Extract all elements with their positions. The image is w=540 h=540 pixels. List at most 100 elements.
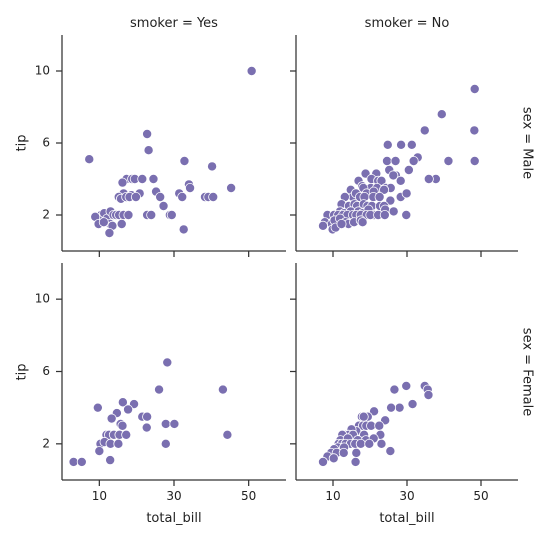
- data-point: [179, 155, 190, 166]
- data-point: [389, 384, 400, 395]
- data-point: [374, 191, 385, 202]
- panel-r0-c1: [290, 35, 518, 257]
- data-point: [355, 438, 366, 449]
- data-point: [408, 155, 419, 166]
- data-point: [376, 438, 387, 449]
- data-point: [117, 420, 128, 431]
- data-point: [166, 209, 177, 220]
- data-point: [207, 161, 218, 172]
- data-point: [162, 357, 173, 368]
- row-title-sex-male: sex = Male: [520, 107, 535, 179]
- data-point: [92, 402, 103, 413]
- data-point: [123, 404, 134, 415]
- x-axis-label-right: total_bill: [379, 511, 434, 526]
- data-point: [185, 182, 196, 193]
- data-point: [160, 438, 171, 449]
- data-point: [338, 447, 349, 458]
- data-point: [364, 438, 375, 449]
- data-point: [113, 438, 124, 449]
- data-point: [222, 429, 233, 440]
- data-point: [217, 384, 228, 395]
- data-point: [116, 218, 127, 229]
- data-point: [374, 420, 385, 431]
- x-tick-label: 50: [241, 489, 256, 503]
- data-point: [369, 406, 380, 417]
- data-point: [388, 206, 399, 217]
- data-point: [94, 446, 105, 457]
- data-point: [396, 139, 407, 150]
- data-point: [76, 456, 87, 467]
- data-point: [130, 191, 141, 202]
- x-tick-label: 10: [92, 489, 107, 503]
- data-point: [328, 453, 339, 464]
- data-point: [121, 429, 132, 440]
- x-tick-label: 50: [473, 489, 488, 503]
- data-point: [401, 380, 412, 391]
- data-point: [388, 170, 399, 181]
- data-point: [358, 411, 369, 422]
- data-point: [385, 195, 396, 206]
- panel-r1-c1: 10 30 50: [290, 263, 518, 503]
- panel-r0-c0: 2 6 10: [35, 35, 286, 257]
- data-point: [208, 191, 219, 202]
- data-point: [105, 455, 116, 466]
- data-point: [350, 456, 361, 467]
- data-point: [146, 209, 157, 220]
- data-point: [160, 418, 171, 429]
- data-point: [154, 384, 165, 395]
- data-point: [137, 173, 148, 184]
- data-point: [318, 456, 329, 467]
- y-tick-label: 10: [35, 64, 50, 78]
- row-title-sex-female: sex = Female: [520, 328, 535, 416]
- data-point: [469, 125, 480, 136]
- data-point: [178, 224, 189, 235]
- data-point: [382, 139, 393, 150]
- panel-r1-c0: 2 6 10 10 30 50: [35, 263, 286, 503]
- data-point: [385, 446, 396, 457]
- data-point: [142, 128, 153, 139]
- data-point: [406, 139, 417, 150]
- data-point: [436, 109, 447, 120]
- data-point: [394, 402, 405, 413]
- x-tick-label: 30: [166, 489, 181, 503]
- data-point: [403, 164, 414, 175]
- data-point: [379, 209, 390, 220]
- data-point: [469, 84, 480, 95]
- y-tick-label: 2: [42, 436, 50, 450]
- data-point: [141, 422, 152, 433]
- data-point: [106, 413, 117, 424]
- data-point: [84, 154, 95, 165]
- data-point: [407, 399, 418, 410]
- y-tick-label: 2: [42, 208, 50, 222]
- data-point: [117, 177, 128, 188]
- data-point: [169, 418, 180, 429]
- data-point: [401, 188, 412, 199]
- x-axis-label-left: total_bill: [146, 511, 201, 526]
- data-point: [318, 220, 329, 231]
- y-axis-label-bottom: tip: [15, 364, 30, 381]
- data-point: [443, 155, 454, 166]
- data-point: [357, 217, 368, 228]
- col-title-smoker-no: smoker = No: [365, 16, 450, 31]
- data-point: [143, 145, 154, 156]
- data-point: [98, 217, 109, 228]
- x-tick-label: 10: [325, 489, 340, 503]
- data-point: [226, 182, 237, 193]
- data-point: [158, 200, 169, 211]
- data-point: [469, 155, 480, 166]
- y-tick-label: 10: [35, 292, 50, 306]
- data-point: [386, 402, 397, 413]
- data-point: [155, 191, 166, 202]
- col-title-smoker-yes: smoker = Yes: [130, 16, 218, 31]
- data-point: [104, 227, 115, 238]
- data-point: [177, 191, 188, 202]
- data-point: [395, 175, 406, 186]
- data-point: [423, 173, 434, 184]
- y-tick-label: 6: [42, 364, 50, 378]
- data-point: [401, 209, 412, 220]
- data-point: [379, 184, 390, 195]
- y-tick-label: 6: [42, 136, 50, 150]
- data-point: [148, 173, 159, 184]
- data-point: [117, 397, 128, 408]
